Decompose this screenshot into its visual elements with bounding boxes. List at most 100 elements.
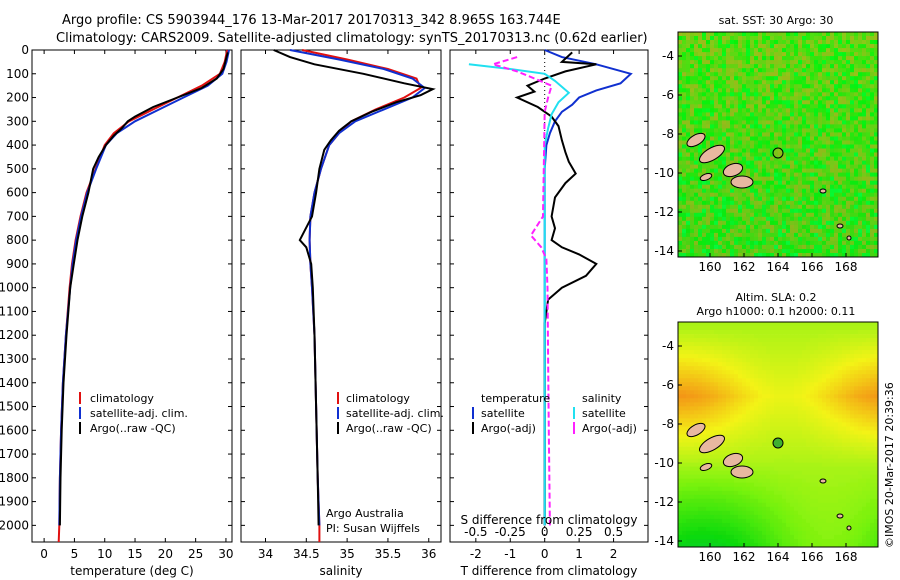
- map-cell: [794, 180, 799, 186]
- map-cell: [706, 32, 711, 37]
- map-cell: [798, 418, 803, 423]
- map-cell: [782, 330, 787, 335]
- map-cell: [798, 76, 803, 81]
- map-cell: [814, 458, 819, 463]
- map-cell: [782, 144, 787, 149]
- map-cell: [822, 253, 827, 258]
- map-cell: [866, 200, 871, 206]
- map-cell: [678, 422, 683, 427]
- map-cell: [714, 366, 719, 371]
- map-cell: [862, 172, 867, 177]
- map-cell: [858, 338, 863, 343]
- map-cell: [814, 128, 819, 133]
- map-cell: [678, 322, 683, 327]
- map-cell: [842, 212, 847, 218]
- map-cell: [738, 430, 743, 435]
- map-cell: [802, 402, 807, 407]
- map-cell: [706, 418, 711, 423]
- map-cell: [806, 204, 811, 210]
- map-cell: [790, 394, 795, 399]
- map-cell: [710, 410, 715, 415]
- map-cell: [750, 454, 755, 459]
- map-cell: [734, 200, 739, 206]
- map-cell: [858, 216, 863, 222]
- map-cell: [758, 84, 763, 89]
- map-cell: [830, 96, 835, 101]
- map-cell: [782, 80, 787, 85]
- map-cell: [786, 188, 791, 194]
- map-cell: [866, 64, 871, 69]
- map-cell: [810, 132, 815, 137]
- map-cell: [770, 334, 775, 339]
- map-cell: [778, 164, 783, 169]
- map-cell: [758, 156, 763, 161]
- map-cell: [810, 442, 815, 447]
- map-cell: [698, 164, 703, 169]
- map-cell: [846, 52, 851, 57]
- map-y-tick-label: -8: [662, 127, 674, 141]
- map-cell: [714, 140, 719, 145]
- map-cell: [858, 108, 863, 113]
- map-cell: [842, 104, 847, 109]
- map-cell: [838, 253, 843, 258]
- map-cell: [710, 224, 715, 230]
- map-cell: [786, 176, 791, 181]
- map-cell: [694, 212, 699, 218]
- map-cell: [778, 330, 783, 335]
- map-cell: [794, 450, 799, 455]
- map-cell: [838, 446, 843, 451]
- map-cell: [822, 402, 827, 407]
- map-cell: [778, 350, 783, 355]
- map-cell: [710, 208, 715, 214]
- map-cell: [758, 196, 763, 202]
- map-cell: [762, 418, 767, 423]
- map-cell: [762, 204, 767, 210]
- map-cell: [690, 212, 695, 218]
- map-cell: [826, 338, 831, 343]
- map-cell: [794, 108, 799, 113]
- map-cell: [870, 350, 875, 355]
- map-cell: [738, 236, 743, 242]
- map-cell: [690, 52, 695, 57]
- map-cell: [790, 228, 795, 234]
- map-cell: [738, 450, 743, 455]
- map-cell: [802, 232, 807, 238]
- map-cell: [830, 244, 835, 250]
- map-cell: [846, 212, 851, 218]
- map-cell: [786, 232, 791, 238]
- map-cell: [738, 232, 743, 238]
- map-cell: [714, 430, 719, 435]
- map-cell: [786, 32, 791, 37]
- map-cell: [734, 442, 739, 447]
- map-cell: [678, 410, 683, 415]
- map-cell: [794, 438, 799, 443]
- map-cell: [826, 358, 831, 363]
- difference-x-axis: -2 -1 0 1 2-0.5 -0.25 0 0.25 0.5: [450, 49, 648, 561]
- map-cell: [730, 68, 735, 73]
- map-cell: [686, 410, 691, 415]
- map-cell: [770, 240, 775, 246]
- temperature-lines: [57, 49, 230, 543]
- map-cell: [730, 354, 735, 359]
- map-cell: [818, 366, 823, 371]
- map-cell: [794, 418, 799, 423]
- depth-tick-label: 600: [6, 186, 29, 200]
- map-cell: [802, 346, 807, 351]
- map-cell: [766, 208, 771, 214]
- map-cell: [822, 128, 827, 133]
- map-cell: [778, 402, 783, 407]
- map-cell: [734, 208, 739, 214]
- map-cell: [734, 378, 739, 383]
- map-cell: [782, 454, 787, 459]
- map-cell: [826, 466, 831, 471]
- map-cell: [822, 148, 827, 153]
- map-cell: [710, 244, 715, 250]
- map-cell: [718, 80, 723, 85]
- map-cell: [726, 88, 731, 93]
- map-cell: [742, 112, 747, 117]
- map-cell: [706, 216, 711, 222]
- map-cell: [718, 124, 723, 129]
- map-cell: [778, 334, 783, 339]
- map-cell: [802, 52, 807, 57]
- map-cell: [842, 434, 847, 439]
